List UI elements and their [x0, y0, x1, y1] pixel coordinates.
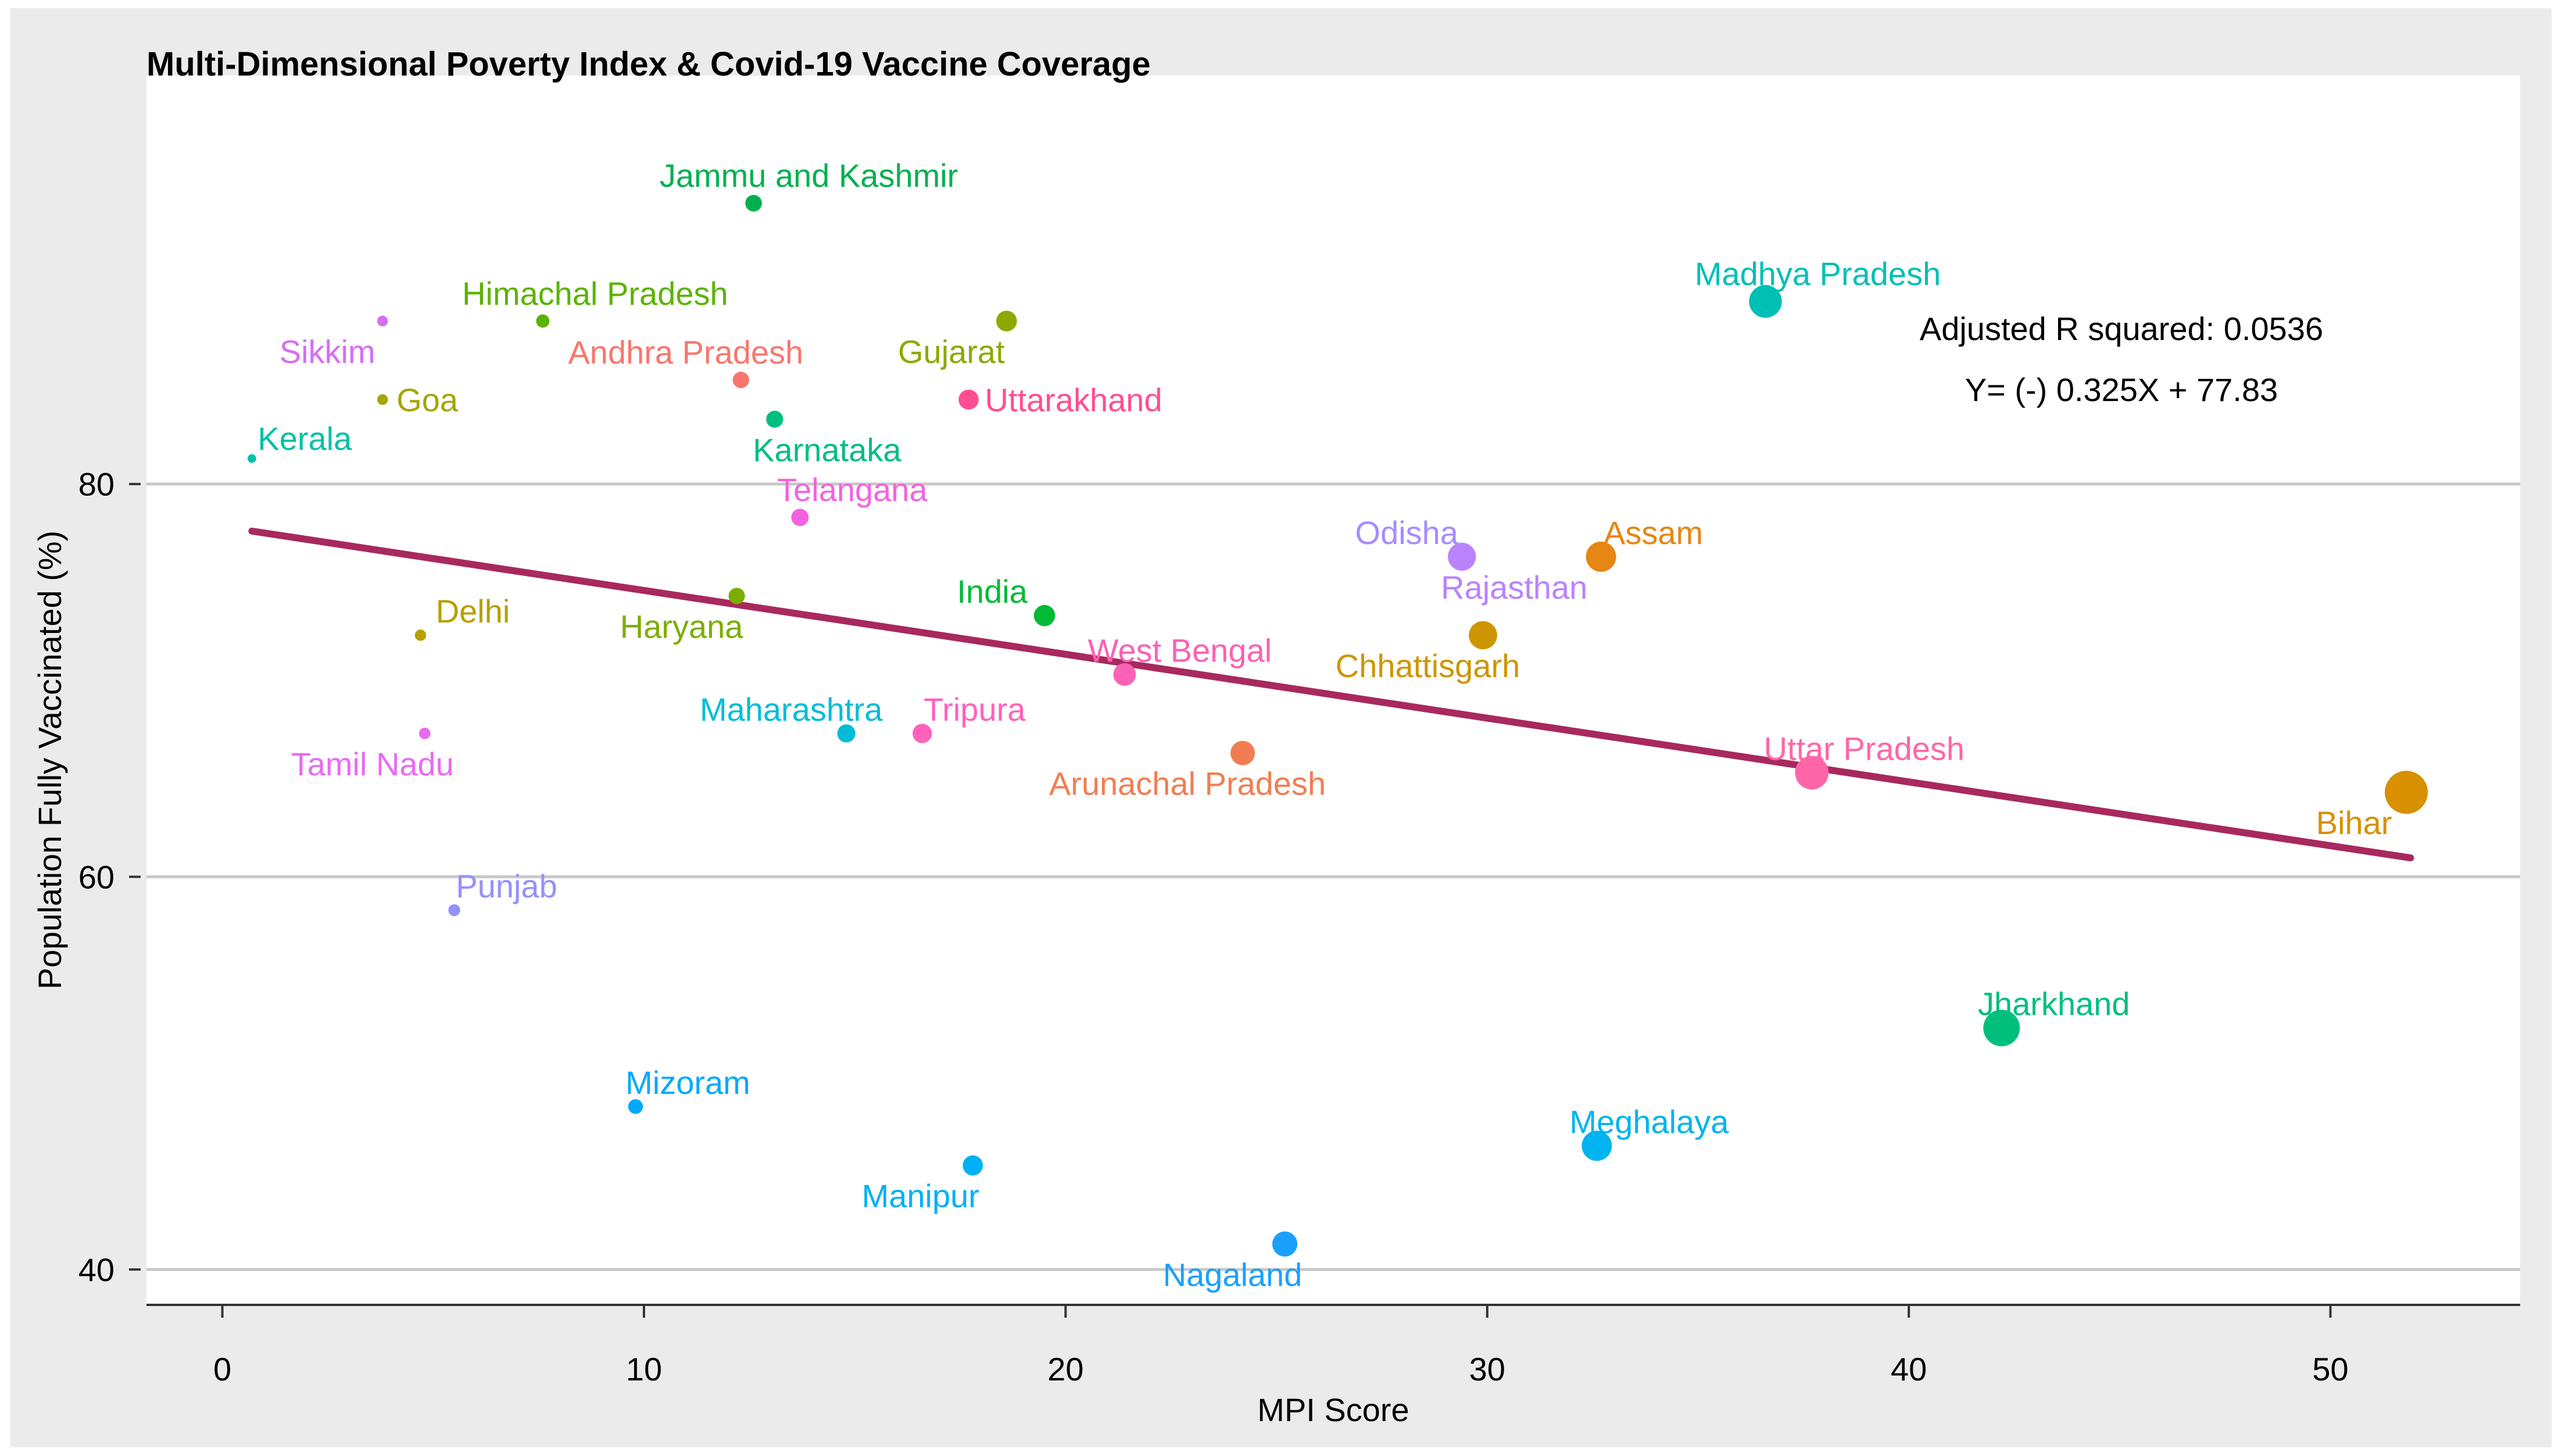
point-uttarakhand [958, 389, 979, 410]
label-jammu-and-kashmir: Jammu and Kashmir [660, 158, 958, 194]
label-tamil-nadu: Tamil Nadu [291, 746, 454, 782]
point-delhi [414, 629, 427, 641]
point-kerala [247, 454, 256, 463]
x-tick-label: 20 [1047, 1351, 1083, 1387]
label-bihar: Bihar [2316, 804, 2392, 841]
point-punjab [448, 904, 460, 917]
point-mizoram [628, 1099, 643, 1114]
point-assam [1586, 541, 1616, 572]
y-tick-label: 60 [78, 858, 114, 895]
point-maharashtra [837, 724, 856, 743]
point-tripura [913, 724, 932, 743]
y-tick-label: 80 [78, 466, 114, 503]
label-sikkim: Sikkim [280, 333, 375, 370]
label-punjab: Punjab [456, 868, 557, 904]
label-nagaland: Nagaland [1163, 1256, 1303, 1293]
y-axis-label: Population Fully Vaccinated (%) [31, 531, 68, 990]
plot-panel [146, 76, 2520, 1305]
point-madhya-pradesh [1749, 285, 1782, 318]
label-assam: Assam [1604, 514, 1703, 551]
point-tamil-nadu [418, 728, 431, 739]
label-arunachal-pradesh: Arunachal Pradesh [1049, 765, 1326, 802]
label-himachal-pradesh: Himachal Pradesh [462, 275, 728, 312]
point-meghalaya [1581, 1131, 1612, 1161]
label-haryana: Haryana [620, 608, 744, 645]
regression-equation: Y= (-) 0.325X + 77.83 [1965, 371, 2278, 408]
label-andhra-pradesh: Andhra Pradesh [568, 334, 803, 371]
chart-title: Multi-Dimensional Poverty Index & Covid-… [146, 45, 1151, 83]
label-kerala: Kerala [257, 420, 352, 457]
point-rajasthan [1448, 542, 1476, 571]
data-points [247, 195, 2428, 1257]
label-meghalaya: Meghalaya [1569, 1103, 1729, 1140]
gridlines [146, 482, 2520, 1271]
label-uttarakhand: Uttarakhand [985, 381, 1162, 418]
label-chhattisgarh: Chhattisgarh [1336, 647, 1520, 684]
label-karnataka: Karnataka [753, 431, 901, 468]
point-arunachal-pradesh [1230, 740, 1255, 765]
axes: 40 60 80 0 10 20 30 40 50 [78, 466, 2520, 1387]
point-india [1033, 604, 1055, 627]
point-west-bengal [1113, 663, 1136, 686]
label-gujarat: Gujarat [898, 333, 1005, 370]
point-jharkhand [1983, 1010, 2020, 1047]
label-jharkhand: Jharkhand [1978, 986, 2130, 1022]
point-bihar [2385, 771, 2428, 814]
point-uttar-pradesh [1795, 756, 1829, 790]
point-karnataka [766, 410, 783, 428]
label-odisha: Odisha [1355, 514, 1459, 551]
x-tick-label: 40 [1891, 1351, 1927, 1387]
point-nagaland [1272, 1231, 1298, 1257]
label-delhi: Delhi [436, 593, 510, 629]
trend-line-group [248, 527, 2414, 861]
x-tick-label: 0 [213, 1351, 231, 1387]
label-madhya-pradesh: Madhya Pradesh [1695, 256, 1941, 292]
label-uttar-pradesh: Uttar Pradesh [1764, 730, 1965, 767]
label-mizoram: Mizoram [625, 1064, 750, 1101]
label-goa: Goa [396, 381, 459, 418]
label-tripura: Tripura [924, 691, 1026, 728]
point-telangana [791, 509, 809, 527]
point-manipur [962, 1155, 983, 1176]
trend-line [248, 527, 2414, 861]
point-himachal-pradesh [536, 314, 550, 328]
label-west-bengal: West Bengal [1088, 632, 1272, 668]
label-telangana: Telangana [777, 471, 928, 508]
y-tick-label: 40 [78, 1251, 114, 1288]
label-rajasthan: Rajasthan [1441, 569, 1587, 606]
r-squared-annotation: Adjusted R squared: 0.0536 [1920, 310, 2323, 347]
point-gujarat [996, 310, 1017, 332]
point-labels: Jammu and Kashmir Himachal Pradesh Sikkim A… [257, 158, 2392, 1293]
point-goa [377, 394, 388, 405]
point-chhattisgarh [1469, 621, 1497, 650]
point-andhra-pradesh [732, 371, 749, 388]
label-manipur: Manipur [862, 1178, 979, 1214]
x-axis-label: MPI Score [1257, 1391, 1409, 1428]
label-india: India [957, 573, 1028, 610]
label-maharashtra: Maharashtra [700, 691, 883, 728]
x-tick-label: 10 [626, 1351, 662, 1387]
point-haryana [728, 588, 745, 604]
point-jammu-and-kashmir [745, 195, 762, 212]
x-tick-label: 50 [2312, 1351, 2348, 1387]
point-sikkim [377, 316, 388, 327]
x-tick-label: 30 [1469, 1351, 1505, 1387]
